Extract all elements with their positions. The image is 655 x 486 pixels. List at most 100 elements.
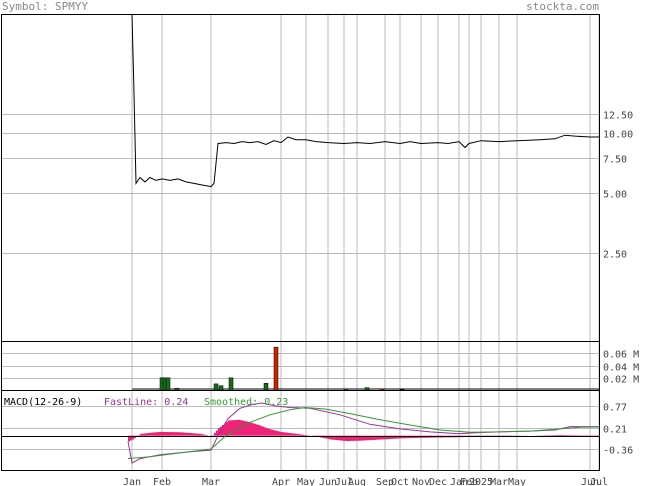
macd-tick-label: 0.77 — [603, 403, 627, 414]
macd-histogram-bar — [236, 419, 238, 436]
macd-histogram-bar — [154, 432, 156, 436]
macd-histogram-bar — [140, 433, 142, 436]
macd-fastline-label: FastLine: 0.24 — [104, 397, 188, 408]
macd-histogram-bar — [574, 435, 576, 436]
x-tick-label: Jun — [319, 477, 337, 486]
x-tick-label: Mar — [490, 477, 508, 486]
x-tick-label: Jan — [123, 477, 141, 486]
macd-histogram-bar — [248, 422, 250, 436]
volume-tick-label: 0.06 M — [603, 350, 639, 361]
macd-histogram-bar — [358, 435, 360, 441]
macd-histogram-bar — [174, 432, 176, 436]
macd-histogram-bar — [330, 435, 332, 440]
x-tick-label: Dec — [429, 477, 447, 486]
macd-histogram-bar — [172, 432, 174, 436]
macd-histogram-bar — [272, 429, 274, 436]
macd-histogram-bar — [204, 434, 206, 436]
macd-histogram-bar — [268, 428, 270, 436]
macd-histogram-bar — [394, 435, 396, 439]
macd-histogram-bar — [182, 432, 184, 436]
macd-histogram-bar — [270, 429, 272, 436]
x-tick-label: Jul — [590, 477, 608, 486]
macd-histogram-bar — [130, 435, 132, 441]
macd-histogram-bar — [292, 433, 294, 436]
volume-bar-3 — [174, 387, 180, 391]
macd-histogram-bar — [202, 434, 204, 436]
macd-histogram-bar — [380, 435, 382, 440]
macd-histogram-bar — [384, 435, 386, 440]
macd-histogram-bar — [266, 428, 268, 436]
macd-histogram-bar — [146, 433, 148, 436]
macd-histogram-bar — [284, 432, 286, 436]
macd-histogram-bar — [280, 431, 282, 436]
x-tick-label: Aug — [348, 477, 366, 486]
macd-histogram-bar — [370, 435, 372, 441]
volume-bar-4 — [213, 383, 219, 391]
volume-bar-10 — [364, 387, 370, 391]
volume-bar-8 — [273, 346, 279, 391]
macd-histogram-bar — [156, 432, 158, 436]
macd-histogram-bar — [326, 435, 328, 439]
macd-histogram-bar — [360, 435, 362, 441]
x-tick-label: Feb — [153, 477, 171, 486]
macd-histogram-bar — [302, 434, 304, 436]
symbol-label: Symbol: SPMYY — [2, 0, 89, 13]
macd-histogram-bar — [214, 432, 216, 436]
macd-histogram-bar — [344, 435, 346, 441]
macd-histogram-bar — [206, 435, 208, 436]
macd-histogram-bar — [180, 432, 182, 436]
macd-histogram-bar — [554, 435, 556, 436]
macd-histogram-bar — [188, 432, 190, 436]
macd-histogram-bar — [198, 433, 200, 436]
macd-histogram-bar — [260, 425, 262, 436]
macd-histogram-bar — [164, 432, 166, 436]
macd-histogram-bar — [548, 435, 550, 436]
macd-histogram-bar — [184, 432, 186, 436]
macd-histogram-bar — [398, 435, 400, 439]
macd-histogram-bar — [264, 427, 266, 436]
macd-histogram-bar — [570, 435, 572, 436]
macd-histogram-bar — [376, 435, 378, 440]
macd-histogram-bar — [364, 435, 366, 441]
macd-histogram-bar — [278, 431, 280, 436]
macd-fastline — [127, 402, 599, 464]
macd-panel: 0.77 0.21 -0.36 MACD(12-26-9) FastLine: 0.24… — [1, 390, 633, 471]
macd-histogram-bar — [400, 435, 402, 439]
macd-histogram-bar — [496, 435, 498, 437]
x-tick-label: 2025 — [469, 477, 493, 486]
macd-histogram-bar — [328, 435, 330, 440]
price-tick-label: 2.50 — [603, 250, 627, 261]
macd-histogram-bar — [176, 432, 178, 436]
x-tick-label: Mar — [202, 477, 220, 486]
macd-histogram-bar — [356, 435, 358, 441]
macd-histogram-bar — [550, 435, 552, 436]
macd-histogram-bar — [246, 421, 248, 436]
macd-histogram-bar — [144, 433, 146, 436]
x-tick-label: Jan — [450, 477, 468, 486]
macd-tick-label: -0.36 — [603, 446, 633, 457]
macd-histogram-bar — [240, 420, 242, 436]
volume-bar-5 — [218, 385, 224, 391]
x-tick-label: May — [297, 477, 315, 486]
macd-histogram-bar — [388, 435, 390, 440]
price-frame — [1, 14, 600, 342]
macd-histogram-bar — [334, 435, 336, 440]
macd-histogram-bar — [168, 432, 170, 436]
macd-histogram-bar — [128, 435, 130, 442]
macd-histogram-bar — [244, 421, 246, 436]
macd-histogram-bar — [342, 435, 344, 441]
macd-histogram-bar — [250, 422, 252, 436]
x-tick-label: May — [508, 477, 526, 486]
macd-histogram-bar — [568, 435, 570, 436]
macd-histogram-bar — [256, 424, 258, 436]
macd-histogram-bar — [162, 431, 164, 436]
macd-smoothed-label: Smoothed: 0.23 — [204, 397, 288, 408]
macd-histogram-bar — [362, 435, 364, 441]
macd-histogram-bar — [306, 435, 308, 436]
macd-histogram-bar — [166, 432, 168, 436]
price-tick-label: 5.00 — [603, 190, 627, 201]
macd-histogram-bar — [170, 432, 172, 436]
macd-histogram-bar — [254, 423, 256, 436]
macd-histogram-bar — [232, 420, 234, 436]
